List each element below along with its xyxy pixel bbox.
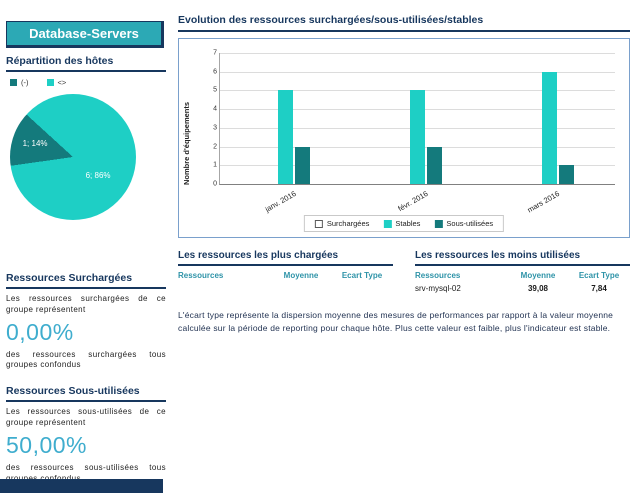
y-axis-tick: 0	[213, 180, 217, 188]
evolution-chart-title: Evolution des ressources surchargées/sou…	[178, 14, 630, 32]
legend-swatch	[314, 219, 323, 228]
most-loaded-title: Les ressources les plus chargées	[178, 250, 393, 266]
chart-legend-item: Sous-utilisées	[434, 219, 493, 228]
underused-outro: des ressources sous-utilisées tous group…	[6, 462, 166, 483]
x-axis-label-text: févr. 2016	[396, 189, 430, 214]
y-axis-tick: 2	[213, 143, 217, 151]
chart-legend-item: Surchargées	[314, 219, 370, 228]
column-header: Ressources	[178, 271, 224, 280]
most-loaded-table: Les ressources les plus chargées Ressour…	[178, 250, 393, 295]
legend-swatch	[434, 219, 443, 228]
y-axis-tick: 4	[213, 105, 217, 113]
bar-group	[220, 53, 352, 184]
main-column: Evolution des ressources surchargées/sou…	[178, 14, 630, 335]
legend-swatch	[46, 79, 54, 86]
x-axis-labels: janv. 2016 févr. 2016 mars 2016	[219, 186, 615, 216]
underused-intro: Les ressources sous-utilisées de ce grou…	[6, 407, 166, 427]
overloaded-intro: Les ressources surchargées de ce groupe …	[6, 294, 166, 314]
bar-group	[483, 53, 615, 184]
column-header: Ecart Type	[578, 271, 620, 280]
legend-label: <>	[57, 78, 67, 87]
legend-swatch	[383, 219, 392, 228]
y-axis-tick: 5	[213, 86, 217, 94]
column-header: Moyenne	[283, 271, 319, 280]
gridline	[220, 71, 615, 73]
y-axis-tick: 7	[213, 49, 217, 57]
x-axis-label-text: janv. 2016	[263, 189, 298, 214]
bottom-accent-bar	[0, 479, 163, 493]
hosts-legend-item: <>	[46, 78, 67, 87]
bar-group	[352, 53, 484, 184]
least-used-body: srv-mysql-02 39,08 7,84	[415, 284, 630, 293]
hosts-legend: (-) <>	[10, 78, 66, 87]
x-axis-label: janv. 2016	[219, 186, 351, 216]
x-axis-label: mars 2016	[483, 186, 615, 216]
overloaded-value: 0,00%	[6, 318, 74, 345]
pie-slice-label: 6; 86%	[85, 170, 111, 180]
bar-plot: 0 1 2 3 4 5 6 7	[213, 50, 615, 188]
pie-chart	[10, 94, 136, 220]
column-header: Moyenne	[520, 271, 556, 280]
table-cell: 7,84	[591, 284, 607, 293]
table-cell: 39,08	[527, 284, 549, 293]
sidebar-stats: Ressources Surchargées Les ressources su…	[6, 272, 166, 484]
pie-slice-label: 1; 14%	[22, 139, 48, 149]
bar-sous-utilisées	[295, 146, 311, 184]
y-axis-tick: 1	[213, 161, 217, 169]
ecart-type-footnote: L'écart type représente la dispersion mo…	[178, 310, 614, 334]
gridline	[220, 53, 615, 54]
bar-groups	[220, 53, 615, 184]
bar-stables	[410, 90, 425, 184]
least-used-title: Les ressources les moins utilisées	[415, 250, 630, 266]
table-row: srv-mysql-02 39,08 7,84	[415, 284, 630, 293]
bar-sous-utilisées	[558, 165, 574, 184]
underused-value: 50,00%	[6, 431, 88, 458]
y-axis-title: Nombre d'équipements	[182, 101, 191, 185]
hosts-distribution-title: Répartition des hôtes	[6, 55, 166, 72]
legend-label: Surchargées	[326, 219, 370, 228]
legend-label: Sous-utilisées	[446, 219, 494, 228]
legend-label: Stables	[395, 219, 421, 228]
bar-stables	[278, 90, 294, 184]
column-header: Ecart Type	[341, 271, 383, 280]
least-used-table: Les ressources les moins utilisées Resso…	[415, 250, 630, 295]
legend-label: (-)	[21, 78, 29, 87]
group-title: Database-Servers	[6, 21, 164, 48]
y-axis-tick: 3	[213, 124, 217, 132]
legend-swatch	[10, 79, 17, 86]
x-axis-label-text: mars 2016	[526, 189, 562, 215]
table-header-row: Ressources Moyenne Ecart Type	[178, 271, 393, 280]
chart-legend: Surchargées Stables Sous-utilisées	[303, 215, 505, 232]
overloaded-title: Ressources Surchargées	[6, 272, 166, 289]
overloaded-outro: des ressources surchargées tous groupes …	[6, 349, 166, 370]
table-cell: srv-mysql-02	[415, 284, 461, 293]
table-header-row: Ressources Moyenne Ecart Type	[415, 271, 630, 280]
evolution-bar-chart: Nombre d'équipements 0 1 2 3 4 5 6 7 janv. 2016…	[178, 38, 630, 238]
resource-tables: Les ressources les plus chargées Ressour…	[178, 250, 630, 295]
hosts-pie-wrap: 1; 14% 6; 86%	[10, 94, 136, 220]
y-axis-tick: 6	[213, 68, 217, 76]
bar-stables	[541, 71, 557, 184]
column-header: Ressources	[415, 271, 461, 280]
underused-title: Ressources Sous-utilisées	[6, 385, 166, 403]
bar-sous-utilisées	[427, 146, 442, 184]
hosts-legend-item: (-)	[10, 78, 29, 87]
chart-legend-item: Stables	[383, 219, 420, 228]
x-axis-label: févr. 2016	[351, 186, 483, 216]
